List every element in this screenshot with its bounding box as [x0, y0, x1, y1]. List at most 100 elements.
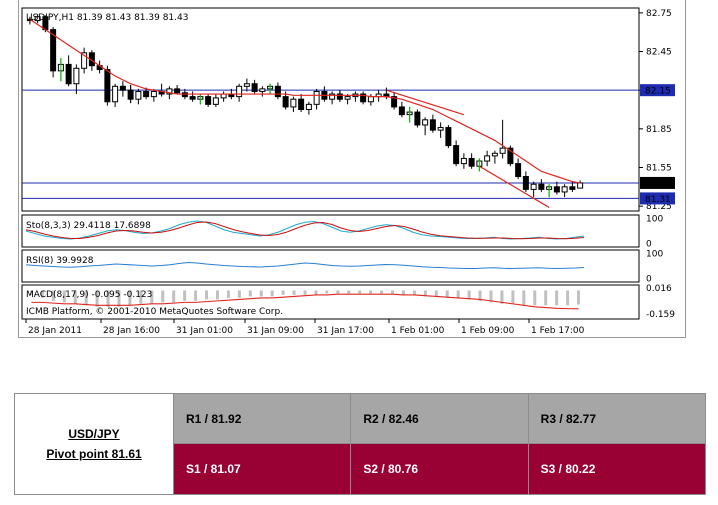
price-label-text: 81.43	[645, 179, 671, 189]
candle-body	[522, 176, 529, 190]
candle-body	[367, 96, 374, 103]
trend-line	[386, 89, 465, 116]
copyright-text: ICMB Platform, © 2001-2010 MetaQuotes So…	[26, 307, 283, 317]
indicator-tick-label: 100	[646, 250, 663, 260]
pair-cell: USD/JPY Pivot point 81.61	[14, 393, 174, 495]
candle-body	[313, 90, 320, 105]
pivot-point-label: Pivot point 81.61	[46, 447, 142, 461]
price-label-box	[640, 176, 675, 189]
candle-body	[119, 85, 126, 91]
price-tick-label: 81.85	[646, 125, 672, 135]
candle-body	[143, 90, 150, 98]
candle-body	[205, 96, 212, 105]
candle-body	[499, 147, 506, 154]
candle-body	[251, 83, 258, 92]
macd-signal-line	[31, 293, 579, 310]
trading-chart: 82.7582.4582.1581.8581.5581.2582.1581.43…	[21, 7, 675, 336]
candle-body	[422, 119, 429, 126]
candle-body	[65, 63, 72, 85]
indicator-tick-label: 100	[646, 215, 663, 225]
candle-body	[553, 186, 560, 193]
candle-body	[174, 88, 181, 94]
candle-body	[298, 98, 305, 110]
time-tick-label: 31 Jan 01:00	[176, 326, 233, 336]
time-tick-label: 31 Jan 17:00	[317, 326, 374, 336]
candle-body	[166, 88, 173, 95]
candle-body	[453, 145, 460, 165]
candle-body	[212, 97, 219, 105]
candle-body	[398, 106, 405, 116]
indicator-line	[25, 261, 585, 270]
price-label-box	[640, 192, 675, 205]
support-3: S3 / 80.22	[527, 443, 707, 495]
candle-body	[73, 67, 80, 85]
candle-body	[274, 85, 281, 98]
stochastic-panel	[21, 214, 640, 248]
chart-frame: 82.7582.4582.1581.8581.5581.2582.1581.43…	[18, 0, 686, 338]
candle-body	[515, 163, 522, 178]
candle-body	[468, 157, 475, 167]
rsi-title: RSI(8) 39.9928	[26, 256, 94, 266]
candle-body	[491, 152, 498, 157]
candle-body	[305, 103, 312, 110]
rsi-panel	[21, 249, 640, 283]
macd-title: MACD(8,17,9) -0.095 -0.123	[26, 290, 152, 300]
pair-label: USD/JPY	[68, 427, 120, 441]
candle-body	[282, 96, 289, 108]
candle-body	[538, 183, 545, 190]
candle-body	[329, 93, 336, 100]
candle-body	[34, 16, 41, 22]
resistance-3: R3 / 82.77	[527, 393, 707, 444]
indicator-tick-label: 0	[646, 240, 652, 250]
candle-body	[181, 92, 188, 98]
macd-tick-label: -0.159	[646, 310, 675, 320]
candle-body	[360, 93, 367, 103]
trend-line	[479, 165, 550, 208]
price-label-text: 81.31	[645, 195, 671, 205]
candle-body	[150, 90, 157, 98]
candle-body	[112, 85, 119, 103]
candle-body	[530, 183, 537, 190]
time-tick-label: 31 Jan 09:00	[247, 326, 304, 336]
candle-body	[50, 29, 57, 72]
candle-body	[344, 96, 351, 100]
support-2: S2 / 80.76	[350, 443, 529, 495]
pivot-table: USD/JPY Pivot point 81.61 R1 / 81.92 R2 …	[14, 393, 707, 495]
price-tick-label: 81.25	[646, 202, 672, 212]
time-tick-label: 1 Feb 01:00	[391, 326, 445, 336]
indicator-line	[25, 220, 585, 240]
time-tick-label: 1 Feb 17:00	[531, 326, 585, 336]
price-label-box	[640, 84, 675, 97]
indicator-tick-label: 0	[646, 275, 652, 285]
price-panel	[21, 7, 640, 212]
support-1: S1 / 81.07	[172, 443, 352, 495]
candle-body	[569, 186, 576, 190]
candle-body	[243, 83, 250, 87]
candle-body	[189, 96, 196, 100]
candle-body	[484, 155, 491, 162]
time-tick-label: 28 Jan 16:00	[103, 326, 160, 336]
candle-body	[507, 147, 514, 165]
macd-tick-label: 0.016	[646, 284, 672, 294]
candle-body	[577, 182, 584, 189]
candle-body	[259, 88, 266, 92]
candle-body	[429, 119, 436, 131]
indicator-line	[25, 221, 585, 240]
time-tick-label: 28 Jan 2011	[28, 326, 82, 336]
candle-body	[460, 157, 467, 165]
candle-body	[414, 111, 421, 126]
stochastic-title: Sto(8,3,3) 29.4118 17.6898	[26, 221, 151, 231]
price-tick-label: 81.55	[646, 163, 672, 173]
time-tick-label: 1 Feb 09:00	[461, 326, 515, 336]
candle-body	[561, 186, 568, 193]
macd-panel	[21, 284, 640, 320]
candle-body	[437, 127, 444, 131]
price-label-text: 82.15	[645, 87, 671, 97]
resistance-2: R2 / 82.46	[350, 393, 529, 444]
candle-body	[135, 90, 142, 100]
price-tick-label: 82.45	[646, 48, 672, 58]
price-tick-label: 82.75	[646, 9, 672, 19]
candle-body	[81, 52, 88, 69]
price-chart-title: USDJPY,H1 81.39 81.43 81.39 81.43	[26, 13, 188, 23]
candle-body	[391, 96, 398, 108]
